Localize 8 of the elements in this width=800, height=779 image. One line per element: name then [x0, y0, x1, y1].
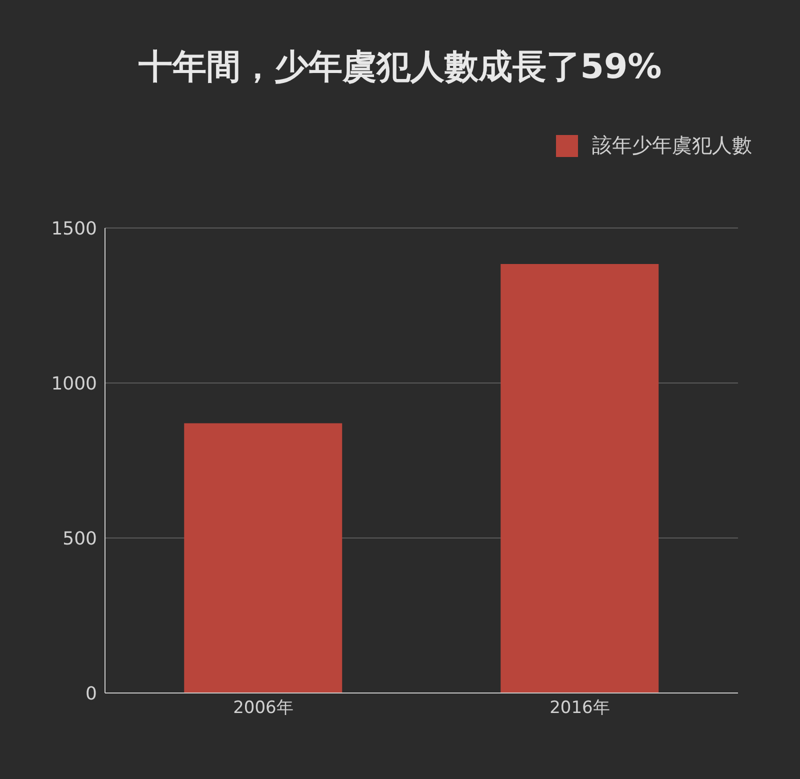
x-tick-label: 2016年 [550, 698, 610, 718]
y-tick-label: 0 [86, 683, 97, 704]
x-tick-label: 2006年 [233, 698, 294, 718]
y-tick-label: 1500 [51, 218, 97, 240]
legend-label: 該年少年虞犯人數 [592, 132, 752, 159]
y-tick-label: 500 [62, 528, 97, 550]
y-tick-label: 1000 [51, 373, 97, 394]
chart-title: 十年間，少年虞犯人數成長了59% [137, 46, 663, 89]
